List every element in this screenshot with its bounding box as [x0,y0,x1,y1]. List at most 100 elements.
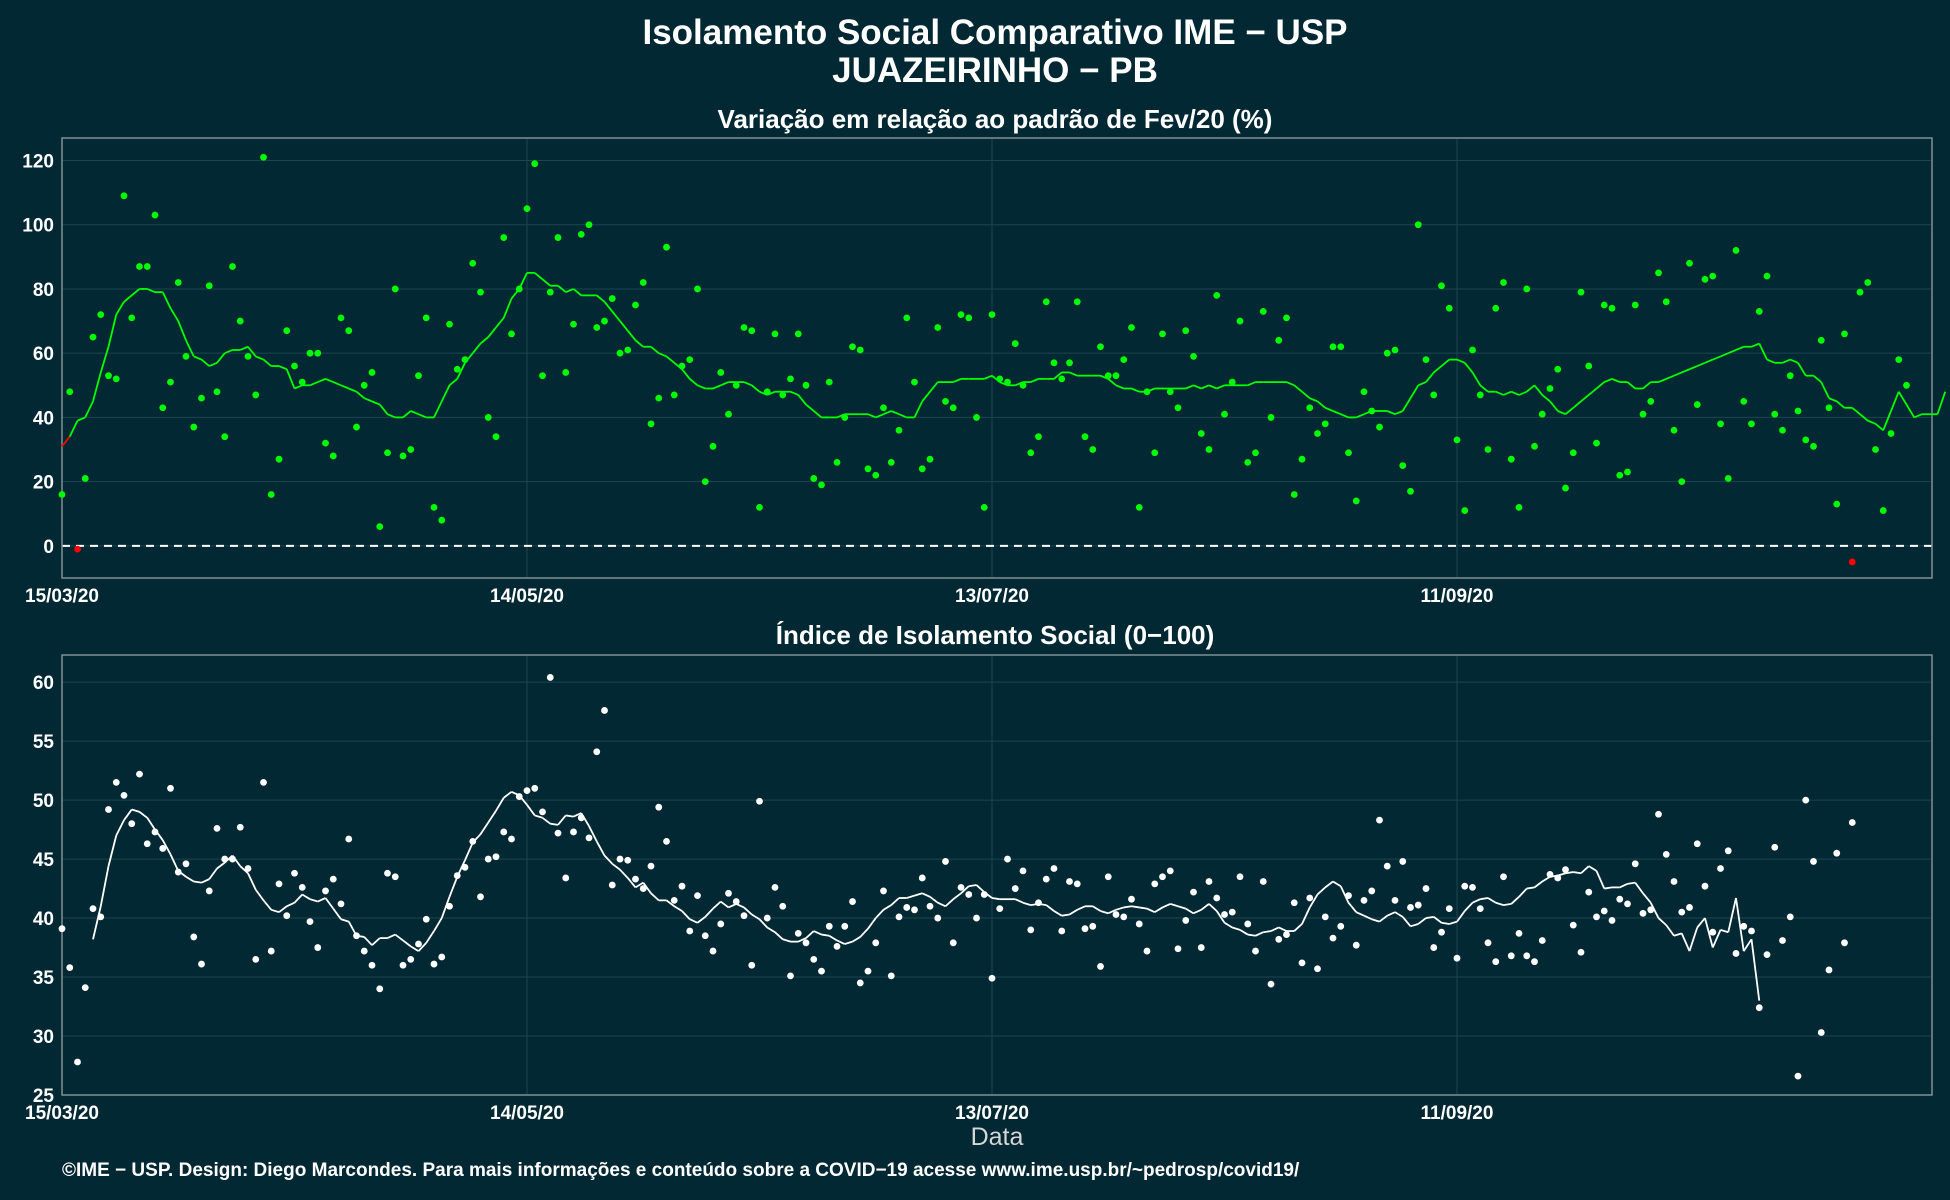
data-point [694,892,701,900]
data-point [1414,901,1422,909]
data-point [810,955,818,963]
data-point [1422,356,1430,364]
data-point [422,915,430,923]
data-point [1438,928,1445,936]
data-point [267,491,275,498]
moving-average-segment [883,904,892,911]
data-point [523,787,531,795]
data-point [1329,343,1337,351]
data-point [949,939,957,947]
data-point [1825,966,1833,974]
moving-average-segment [1448,920,1458,925]
data-point [314,944,322,951]
data-point [841,922,849,930]
moving-average-segment [557,814,567,826]
moving-average-segment [84,400,94,418]
data-point [1639,909,1647,917]
data-point [89,905,97,913]
data-point [399,452,407,460]
moving-average-segment [534,272,544,281]
moving-average-segment [131,288,141,297]
data-point [1174,945,1182,953]
moving-average-segment [1557,410,1566,416]
moving-average-segment [867,413,877,419]
moving-average-segment [1363,914,1373,921]
moving-average-segment [673,905,683,912]
data-point [1135,920,1143,928]
moving-average-segment [340,918,350,923]
data-point [143,840,151,848]
data-point [322,439,329,447]
data-point [1476,391,1484,399]
moving-average-segment [1471,371,1482,386]
moving-average-segment [247,872,257,891]
moving-average-segment [1456,358,1466,364]
moving-average-segment [952,892,962,900]
data-point [515,793,523,800]
data-point [221,855,229,863]
data-point [1259,878,1267,885]
moving-average-segment [247,346,257,357]
data-point [570,320,577,328]
data-point [1833,849,1841,857]
data-point [1484,446,1492,453]
data-point [1492,304,1500,312]
data-point [1461,507,1469,514]
moving-average-segment [1742,938,1753,952]
data-point [887,458,895,466]
moving-average-segment [821,933,830,937]
moving-average-segment [1123,905,1132,909]
data-point [1616,895,1624,903]
moving-average-segment [115,819,125,836]
data-point [546,288,554,296]
data-point [748,961,756,969]
moving-average-segment [1340,413,1349,419]
data-point [1360,388,1368,396]
data-point [1073,880,1081,888]
moving-average-segment [1107,908,1117,915]
data-point [1817,336,1825,344]
moving-average-segment [1604,886,1613,890]
moving-average-segment [1696,917,1706,929]
moving-average-segment [433,917,443,932]
data-point [1244,458,1252,466]
data-point [1112,911,1120,918]
data-point [794,929,802,937]
data-point [1445,304,1453,312]
moving-average-segment [317,378,326,383]
data-point [1717,865,1724,872]
data-point [926,902,934,910]
chart-subtitle: JUAZEIRINHO − PB [832,51,1158,90]
moving-average-segment [332,381,342,387]
moving-average-segment [1720,928,1729,934]
data-point [1414,221,1422,229]
data-point [1453,954,1461,962]
moving-average-segment [1727,349,1737,355]
data-point [965,891,973,898]
data-point [1391,896,1399,904]
data-point [996,905,1004,913]
moving-average-segment [689,918,698,924]
data-point [725,410,732,418]
data-point [1383,349,1391,357]
data-point [1267,414,1275,421]
moving-average-segment [324,897,334,910]
data-point [577,230,585,238]
data-point [608,295,616,302]
data-point [1321,420,1329,428]
moving-average-segment [355,391,365,399]
data-point [1554,874,1562,882]
data-point [415,940,422,948]
moving-average-segment [890,897,900,906]
moving-average-segment [596,294,606,303]
data-point [624,346,632,354]
data-point [360,947,368,955]
data-point [1647,906,1655,914]
moving-average-segment [1704,917,1714,948]
data-point [1554,365,1562,373]
data-point [1306,404,1314,412]
data-point [1903,381,1910,389]
data-point [1841,330,1848,338]
x-axis-label: Data [971,1123,1024,1151]
data-point [128,820,136,828]
